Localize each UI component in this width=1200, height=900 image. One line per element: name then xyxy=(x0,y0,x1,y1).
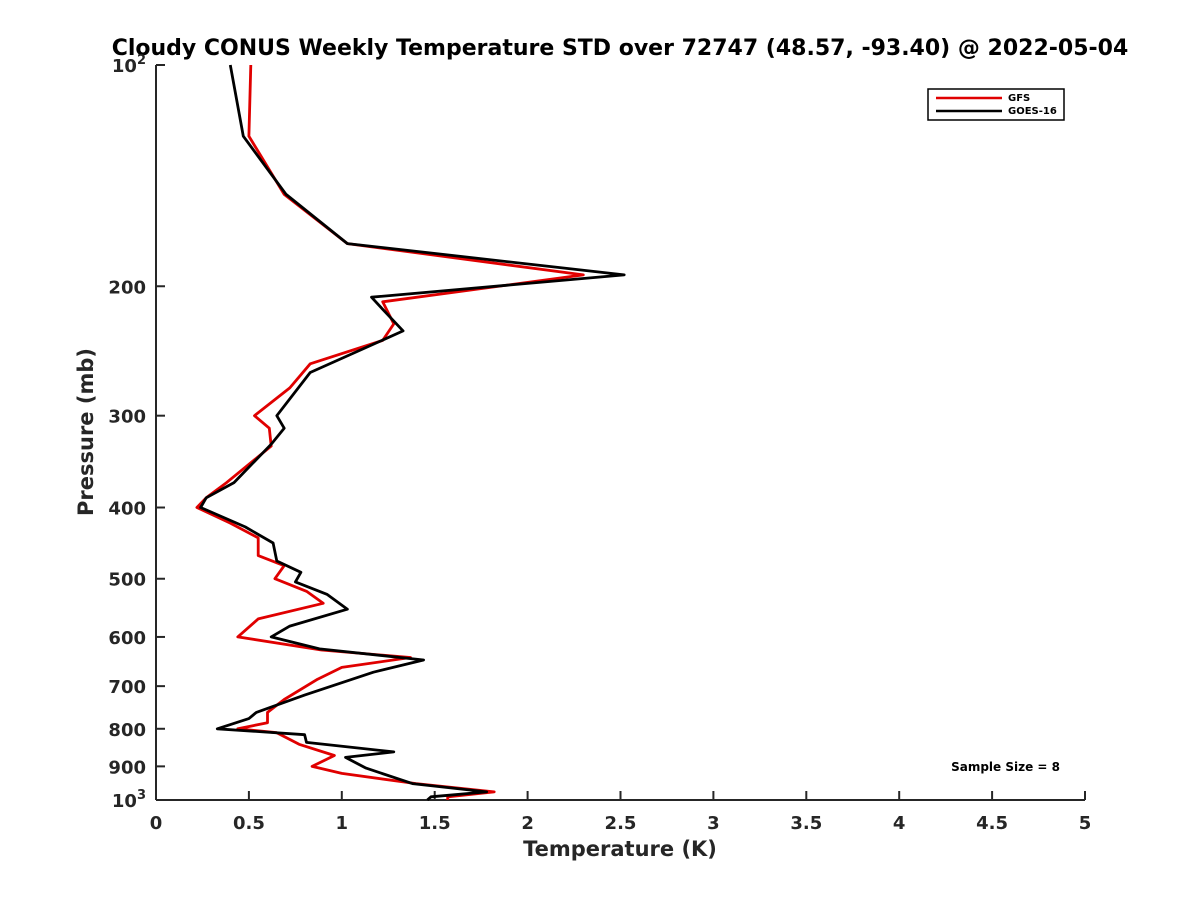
series-lines xyxy=(195,64,626,802)
y-tick-exponent: 2 xyxy=(137,53,146,68)
x-tick-label: 1.5 xyxy=(419,813,451,834)
y-tick-label: 300 xyxy=(108,407,146,428)
x-tick-label: 5 xyxy=(1079,813,1092,834)
x-tick-label: 2.5 xyxy=(605,813,637,834)
y-tick-label: 700 xyxy=(108,677,146,698)
y-tick-label: 900 xyxy=(108,757,146,778)
y-tick-exponent: 3 xyxy=(137,788,146,803)
legend-label-gfs: GFS xyxy=(1008,93,1030,104)
x-tick-label: 3 xyxy=(707,813,720,834)
legend-box xyxy=(927,88,1065,121)
x-ticks: 0 0.5 1 1.5 2 2.5 3 3.5 4 4.5 5 xyxy=(150,791,1092,834)
y-tick-label: 600 xyxy=(108,628,146,649)
x-tick-label: 0.5 xyxy=(233,813,265,834)
y-tick-base: 10 xyxy=(112,56,137,77)
x-tick-label: 0 xyxy=(150,813,163,834)
x-tick-label: 4.5 xyxy=(976,813,1008,834)
y-tick-label: 102 xyxy=(112,53,146,77)
legend: GFS GOES-16 xyxy=(927,88,1065,121)
y-tick-label: 400 xyxy=(108,499,146,520)
legend-label-goes16: GOES-16 xyxy=(1008,106,1057,117)
y-tick-label: 500 xyxy=(108,570,146,591)
x-tick-label: 3.5 xyxy=(790,813,822,834)
y-tick-label: 800 xyxy=(108,720,146,741)
x-axis-label: Temperature (K) xyxy=(523,837,717,861)
y-tick-label: 103 xyxy=(112,788,146,812)
y-tick-base: 10 xyxy=(112,791,137,812)
series-line-gfs xyxy=(195,64,585,800)
y-tick-label: 200 xyxy=(108,277,146,298)
sample-size-annotation: Sample Size = 8 xyxy=(951,760,1060,774)
x-tick-label: 4 xyxy=(893,813,906,834)
series-line-goes16 xyxy=(199,64,626,802)
x-tick-label: 1 xyxy=(336,813,349,834)
chart-title: Cloudy CONUS Weekly Temperature STD over… xyxy=(112,36,1129,61)
y-axis-label: Pressure (mb) xyxy=(74,348,98,516)
x-tick-label: 2 xyxy=(521,813,534,834)
